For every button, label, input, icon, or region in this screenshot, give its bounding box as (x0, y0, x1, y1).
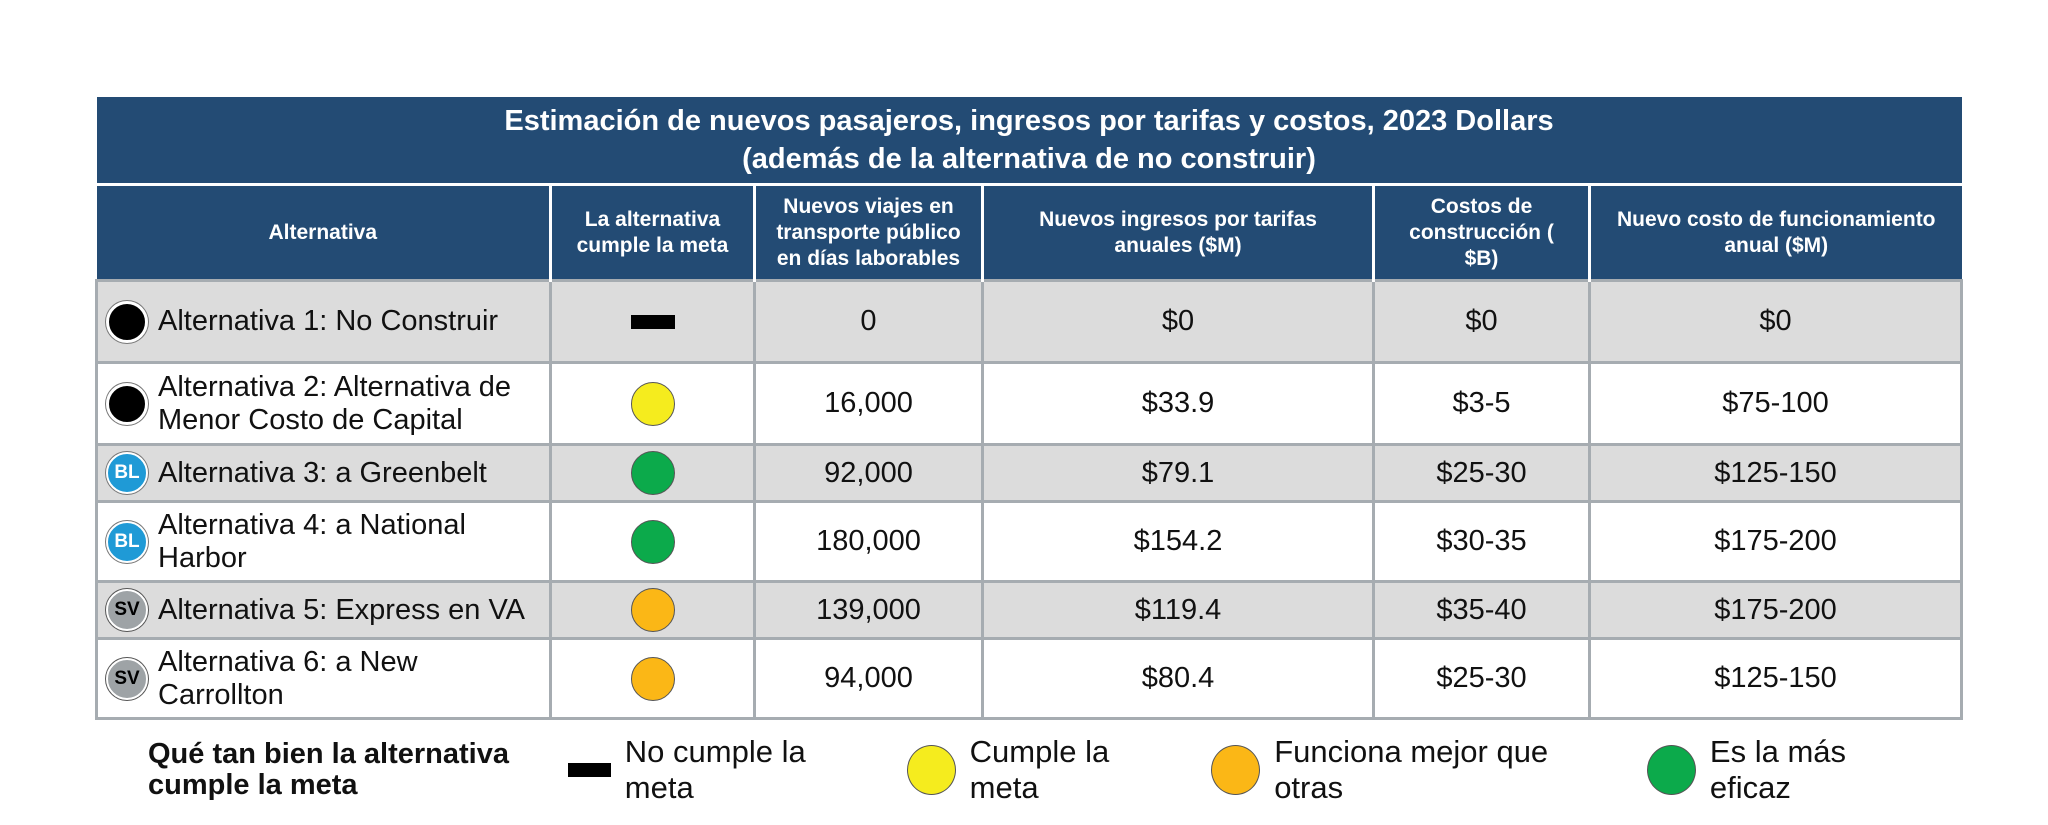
revenue-cell: $79.1 (981, 443, 1375, 503)
orange-circle-icon (1211, 745, 1261, 795)
alt-name-cell: SV Alternativa 6: a New Carrollton (95, 637, 552, 720)
alt-name-cell: Alternativa 1: No Construir (95, 279, 552, 364)
revenue-cell: $154.2 (981, 500, 1375, 583)
trips-cell: 16,000 (753, 361, 984, 446)
header-revenue: Nuevos ingresos por tarifas anuales ($M) (982, 184, 1375, 281)
trips-cell: 94,000 (753, 637, 984, 720)
alt-name: Alternativa 5: Express en VA (158, 593, 525, 626)
does-not-meet-dash-icon (630, 315, 675, 330)
goal-cell (549, 637, 756, 720)
green-circle-icon (1647, 745, 1696, 795)
revenue-cell: $0 (981, 279, 1375, 364)
legend: Qué tan bien la alternativa cumple la me… (148, 734, 1960, 806)
operating-cell: $125-150 (1588, 443, 1963, 503)
goal-cell (549, 580, 756, 640)
table-title-line2: (además de la alternativa de no construi… (742, 143, 1316, 175)
legend-label: Funciona mejor que otras (1274, 734, 1549, 805)
table-row: Alternativa 2: Alternativa de Menor Cost… (95, 361, 1963, 446)
operating-cell: $125-150 (1588, 637, 1963, 720)
header-alternativa: Alternativa (96, 184, 552, 281)
table-row: BL Alternativa 3: a Greenbelt 92,000 $79… (95, 443, 1963, 503)
header-row: Alternativa La alternativa cumple la met… (96, 184, 1962, 281)
operating-cell: $75-100 (1588, 361, 1963, 446)
yellow-circle-icon (630, 381, 675, 426)
silver-line-badge-icon: SV (106, 589, 148, 631)
table-row: Alternativa 1: No Construir 0 $0 $0 $0 (95, 279, 1963, 364)
orange-circle-icon (630, 588, 675, 632)
construction-cell: $35-40 (1372, 580, 1591, 640)
operating-cell: $175-200 (1588, 580, 1963, 640)
construction-cell: $25-30 (1372, 637, 1591, 720)
header-meets-goal: La alternativa cumple la meta (550, 184, 756, 281)
header-new-trips: Nuevos viajes en transporte público en d… (754, 184, 984, 281)
legend-item-most-effective: Es la más eficaz (1647, 734, 1930, 806)
orange-circle-icon (630, 656, 675, 701)
legend-label: Es la más eficaz (1709, 734, 1847, 805)
legend-item-meets: Cumple la meta (906, 734, 1181, 806)
estimates-table: Estimación de nuevos pasajeros, ingresos… (95, 97, 1963, 720)
alt-name: Alternativa 2: Alternativa de Menor Cost… (158, 370, 512, 436)
construction-cell: $25-30 (1372, 443, 1591, 503)
trips-cell: 0 (753, 279, 984, 364)
operating-cell: $0 (1588, 279, 1963, 364)
construction-cell: $0 (1372, 279, 1591, 364)
alt-name: Alternativa 3: a Greenbelt (158, 456, 487, 489)
table-title: Estimación de nuevos pasajeros, ingresos… (96, 97, 1962, 186)
black-circle-icon (106, 300, 148, 343)
legend-item-does-not-meet: No cumple la meta (567, 734, 877, 806)
table-row: BL Alternativa 4: a National Harbor 180,… (95, 500, 1963, 583)
silver-line-badge-icon: SV (106, 657, 148, 700)
operating-cell: $175-200 (1588, 500, 1963, 583)
alt-name-cell: BL Alternativa 3: a Greenbelt (95, 443, 552, 503)
goal-cell (549, 500, 756, 583)
trips-cell: 180,000 (753, 500, 984, 583)
goal-cell (549, 361, 756, 446)
blue-line-badge-icon: BL (106, 520, 148, 563)
alt-name: Alternativa 4: a National Harbor (158, 508, 466, 574)
revenue-cell: $119.4 (981, 580, 1375, 640)
legend-item-better: Funciona mejor que otras (1211, 734, 1617, 806)
header-construction: Costos de construcción ( $B) (1373, 184, 1591, 281)
green-circle-icon (630, 519, 675, 564)
legend-label: No cumple la meta (624, 734, 806, 805)
table-title-line1: Estimación de nuevos pasajeros, ingresos… (504, 105, 1554, 137)
alt-name: Alternativa 6: a New Carrollton (158, 645, 418, 711)
alt-name-cell: SV Alternativa 5: Express en VA (95, 580, 552, 640)
alt-name-cell: BL Alternativa 4: a National Harbor (95, 500, 552, 583)
goal-cell (549, 443, 756, 503)
table-row: SV Alternativa 6: a New Carrollton 94,00… (95, 637, 1963, 720)
revenue-cell: $80.4 (981, 637, 1375, 720)
revenue-cell: $33.9 (981, 361, 1375, 446)
table-row: SV Alternativa 5: Express en VA 139,000 … (95, 580, 1963, 640)
yellow-circle-icon (906, 745, 956, 795)
legend-title: Qué tan bien la alternativa cumple la me… (148, 738, 509, 801)
does-not-meet-dash-icon (567, 763, 611, 777)
green-circle-icon (630, 451, 675, 495)
blue-line-badge-icon: BL (106, 452, 148, 494)
header-operating: Nuevo costo de funcionamiento anual ($M) (1589, 184, 1962, 281)
construction-cell: $30-35 (1372, 500, 1591, 583)
trips-cell: 139,000 (753, 580, 984, 640)
goal-cell (549, 279, 756, 364)
black-circle-icon (106, 382, 148, 425)
construction-cell: $3-5 (1372, 361, 1591, 446)
alt-name-cell: Alternativa 2: Alternativa de Menor Cost… (95, 361, 552, 446)
legend-label: Cumple la meta (969, 734, 1110, 805)
trips-cell: 92,000 (753, 443, 984, 503)
alt-name: Alternativa 1: No Construir (158, 305, 499, 337)
